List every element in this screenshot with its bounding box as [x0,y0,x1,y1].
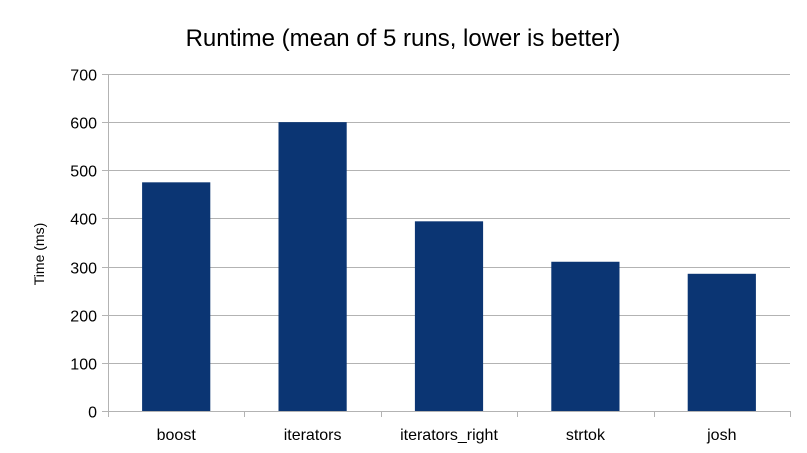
y-tick-label: 300 [70,261,97,278]
y-tick-label: 200 [70,309,97,326]
bar-iterators [278,122,347,412]
x-tick-label: josh [706,427,736,444]
x-tick-labels: boost iterators iterators_right strtok josh [157,427,737,444]
bar-josh [687,273,756,411]
axes [108,74,791,417]
y-tick-labels: 0 100 200 300 400 500 600 700 [70,68,97,422]
bar-series [142,122,756,412]
y-tick-label: 600 [70,116,97,133]
bar-boost [142,182,211,411]
y-tick-label: 400 [70,212,97,229]
chart-title: Runtime (mean of 5 runs, lower is better… [186,25,621,52]
y-tick-label: 100 [70,357,97,374]
x-tick-label: iterators [284,427,342,444]
x-tick-label: iterators_right [400,427,498,444]
y-tick-label: 500 [70,164,97,181]
y-tick-label: 0 [88,405,97,422]
bar-iterators_right [414,221,484,411]
y-tick-label: 700 [70,68,97,85]
x-tick-label: strtok [566,427,606,444]
x-tick-label: boost [157,427,197,444]
y-axis-label: Time (ms) [31,223,47,285]
bar-strtok [551,261,620,411]
